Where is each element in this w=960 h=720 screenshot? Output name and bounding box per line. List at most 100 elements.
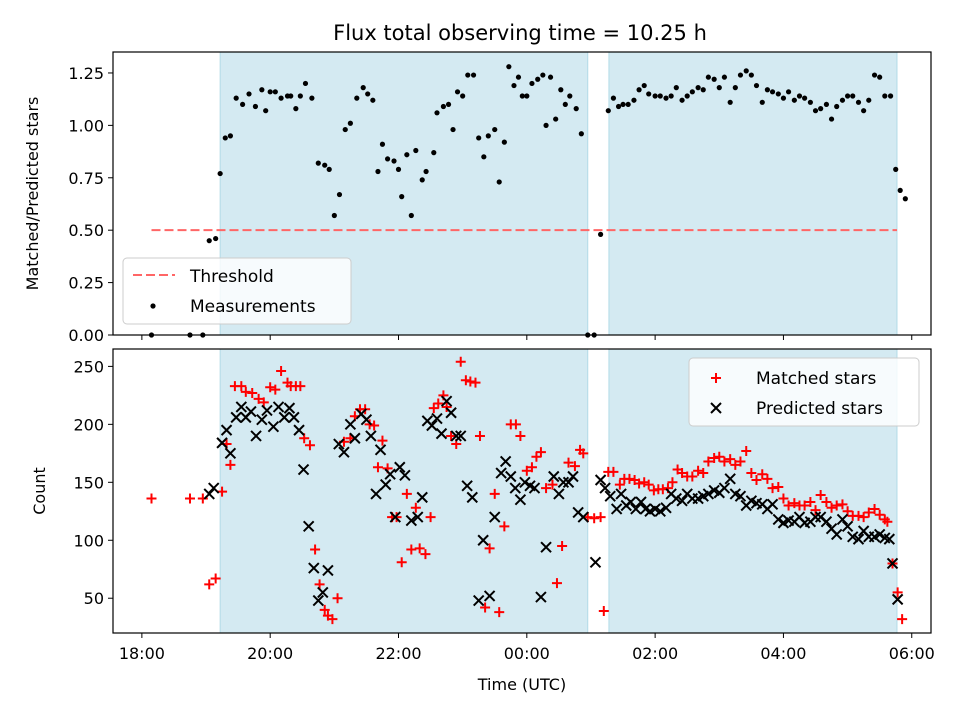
measurement-point (267, 89, 273, 95)
matched-stars-point (643, 479, 654, 490)
legend-predicted-label: Predicted stars (756, 399, 883, 419)
measurement-point (818, 106, 824, 112)
measurement-point (615, 103, 622, 110)
matched-stars-point (465, 376, 476, 387)
measurement-point (558, 87, 564, 93)
matched-stars-point (639, 477, 650, 488)
matched-stars-point (428, 403, 439, 414)
matched-stars-point (578, 448, 589, 459)
predicted-stars-point (426, 419, 438, 432)
measurement-point (732, 85, 738, 91)
y-tick-label: 250 (73, 357, 104, 376)
predicted-stars-point (272, 401, 285, 413)
predicted-stars-point (836, 513, 849, 526)
matched-stars-point (494, 607, 505, 618)
matched-stars-point (648, 485, 659, 496)
predicted-stars-point (224, 447, 237, 460)
chart-title: Flux total observing time = 10.25 h (333, 21, 707, 45)
matched-stars-point (410, 502, 421, 513)
measurement-point (470, 72, 477, 78)
measurement-point (753, 82, 760, 89)
measurement-point (567, 93, 573, 99)
predicted-stars-point (466, 491, 478, 504)
predicted-stars-point (302, 520, 315, 533)
count-x-axis: 18:00 20:00 22:00 00:00 02:00 04:00 06:00 (119, 633, 935, 663)
measurement-point (721, 74, 728, 80)
y-tick-label: 1.25 (68, 64, 104, 83)
predicted-stars-point (440, 395, 453, 407)
measurement-point (233, 95, 239, 101)
measurement-point (646, 91, 652, 97)
predicted-stars-point (293, 424, 305, 436)
predicted-stars-point (283, 402, 296, 414)
measurement-point (834, 103, 840, 110)
matched-stars-point (730, 459, 741, 470)
measurement-point (855, 99, 862, 105)
measurement-point (652, 93, 658, 99)
y-tick-label: 0.25 (68, 274, 104, 293)
predicted-stars-point (772, 513, 785, 526)
measurement-point (850, 93, 856, 99)
measurement-point (288, 93, 294, 99)
predicted-stars-point (261, 404, 273, 417)
predicted-stars-point (635, 496, 647, 508)
measurement-point (673, 85, 679, 91)
measurement-point (342, 126, 348, 133)
matched-stars-point (304, 440, 315, 451)
measurement-point (796, 93, 803, 99)
predicted-stars-point (676, 495, 688, 507)
measurement-point (748, 72, 754, 78)
matched-stars-point (446, 430, 457, 441)
count-panel: 50 100 150 200 250 18:00 20:00 22:00 00:00 02:00… (30, 348, 935, 694)
measurement-point (375, 168, 381, 175)
matched-stars-point (433, 398, 444, 409)
matched-stars-point (210, 573, 221, 584)
y-tick-label: 200 (73, 415, 104, 434)
measurement-point (689, 89, 695, 95)
matched-stars-point (146, 493, 157, 504)
predicted-stars-point (841, 520, 854, 533)
predicted-stars-point (455, 430, 467, 442)
matched-stars-point (725, 454, 736, 465)
x-axis-label: Time (UTC) (477, 675, 566, 694)
predicted-stars-point (499, 455, 512, 468)
measurement-point (877, 74, 883, 80)
count-legend: Matched stars Predicted stars (688, 357, 920, 427)
measurement-point (302, 80, 309, 87)
observing-interval-shade (219, 348, 589, 634)
matched-stars-point (377, 435, 388, 446)
predicted-stars-point (483, 590, 496, 602)
measurement-point (297, 93, 303, 99)
measurement-point (802, 95, 808, 101)
predicted-stars-point (809, 511, 822, 523)
predicted-stars-point (312, 594, 325, 607)
measurement-point (485, 133, 491, 139)
measurement-point (309, 95, 315, 101)
predicted-stars-point (431, 412, 443, 425)
observing-interval-shade (608, 51, 898, 336)
matched-stars-point (589, 513, 600, 524)
measurement-point (543, 122, 549, 128)
predicted-stars-point (216, 437, 228, 449)
measurement-point (326, 166, 332, 172)
matched-stars-point (240, 386, 251, 397)
legend-box (122, 257, 352, 325)
predicted-stars-point (505, 470, 517, 483)
measurement-point (213, 235, 219, 242)
matched-stars-point (236, 381, 247, 392)
matched-stars-point (805, 497, 816, 508)
matched-stars-point (258, 397, 269, 408)
x-tick-label: 00:00 (504, 644, 550, 663)
measurement-point (700, 87, 706, 93)
matched-stars-point (687, 471, 698, 482)
measurement-point (597, 231, 604, 237)
measurement-point (263, 108, 269, 114)
measurement-point (785, 89, 792, 95)
measurement-point (807, 99, 813, 105)
measurement-point (636, 87, 642, 93)
measurement-point (336, 191, 343, 198)
matched-stars-point (295, 381, 306, 392)
matched-stars-point (714, 451, 725, 462)
predicted-stars-point (589, 556, 602, 568)
matched-stars-point (634, 478, 645, 489)
